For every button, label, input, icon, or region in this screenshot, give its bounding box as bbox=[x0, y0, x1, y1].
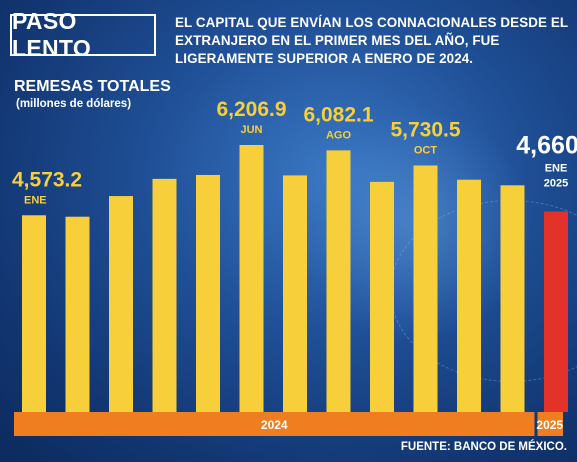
chart-title: REMESAS TOTALES bbox=[14, 78, 171, 95]
bar-sep-2024 bbox=[370, 181, 394, 412]
data-label-value-12: 4,660.2 bbox=[516, 132, 577, 160]
header-title-box: PASO LENTO bbox=[10, 8, 156, 61]
bar-oct-2024 bbox=[413, 165, 438, 412]
bar-mar-2024 bbox=[109, 196, 133, 412]
data-label-month-9: OCT bbox=[414, 144, 438, 156]
timeline-bar-2024 bbox=[14, 412, 535, 436]
data-label-month-0: ENE bbox=[24, 194, 47, 206]
bar-ene-2025 bbox=[544, 211, 568, 412]
source-note: FUENTE: BANCO DE MÉXICO. bbox=[400, 441, 567, 453]
bar-ago-2024 bbox=[326, 150, 351, 413]
bar-ene-2024 bbox=[22, 215, 46, 412]
data-label-month-7: AGO bbox=[326, 129, 352, 141]
data-label-year-12: 2025 bbox=[544, 178, 568, 190]
bar-feb-2024 bbox=[65, 216, 90, 412]
header-subtitle: EL CAPITAL QUE ENVÍAN LOS CONNACIONALES … bbox=[175, 15, 568, 66]
data-label-value-7: 6,082.1 bbox=[303, 103, 373, 126]
header-title: PASO LENTO bbox=[12, 8, 92, 61]
data-label-value-0: 4,573.2 bbox=[12, 168, 82, 191]
data-label-value-5: 6,206.9 bbox=[216, 98, 286, 121]
data-label-month-12: ENE bbox=[545, 163, 568, 175]
bar-may-2024 bbox=[196, 174, 220, 412]
timeline-label-2024: 2024 bbox=[261, 418, 288, 432]
chart-units-label: (millones de dólares) bbox=[16, 98, 132, 110]
data-label-month-5: JUN bbox=[240, 124, 262, 136]
timeline-bar-2025 bbox=[537, 412, 563, 436]
bar-jul-2024 bbox=[283, 175, 307, 412]
bar-jun-2024 bbox=[239, 145, 264, 412]
bar-nov-2024 bbox=[457, 179, 481, 412]
bar-abr-2024 bbox=[152, 178, 177, 412]
bar-dic-2024 bbox=[500, 185, 525, 412]
data-label-value-9: 5,730.5 bbox=[390, 118, 460, 141]
timeline-label-2025: 2025 bbox=[536, 418, 563, 432]
